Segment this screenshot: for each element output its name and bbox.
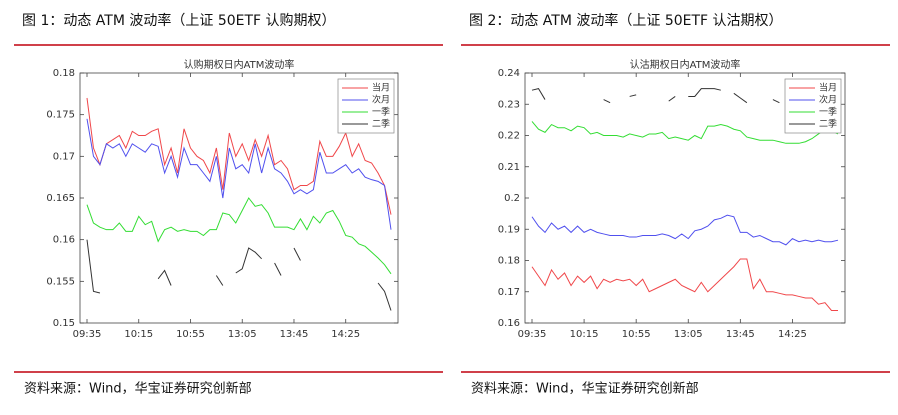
x-tick-label: 10:55 — [622, 329, 651, 340]
series-line — [86, 97, 392, 215]
legend-label: 次月 — [819, 94, 837, 106]
x-tick-label: 14:25 — [778, 329, 807, 340]
legend-label: 一季 — [819, 106, 837, 118]
y-tick-label: 0.22 — [498, 131, 520, 142]
legend-label: 二季 — [819, 118, 837, 130]
y-tick-label: 0.24 — [498, 68, 520, 79]
y-tick-label: 0.15 — [53, 318, 75, 329]
x-tick-label: 10:55 — [176, 329, 205, 340]
x-tick-label: 13:45 — [280, 329, 309, 340]
series-line — [531, 88, 780, 104]
y-tick-label: 0.16 — [53, 235, 75, 246]
x-tick-label: 13:05 — [228, 329, 257, 340]
x-tick-label: 10:15 — [570, 329, 599, 340]
series-line — [531, 258, 838, 311]
legend-label: 当月 — [372, 82, 390, 94]
plot-title: 认购期权日内ATM波动率 — [184, 58, 295, 71]
panel-title: 图 2：动态 ATM 波动率（上证 50ETF 认沽期权） — [469, 12, 783, 29]
y-tick-label: 0.165 — [46, 193, 75, 204]
y-tick-label: 0.23 — [498, 99, 520, 110]
series-line — [86, 118, 392, 230]
x-tick-label: 10:15 — [124, 329, 153, 340]
series-line — [86, 239, 392, 311]
x-tick-label: 13:05 — [674, 329, 703, 340]
series-line — [531, 214, 839, 246]
y-tick-label: 0.18 — [53, 68, 75, 79]
y-tick-label: 0.2 — [504, 193, 520, 204]
series-line — [531, 121, 839, 144]
legend-label: 一季 — [372, 106, 390, 118]
x-tick-label: 13:45 — [726, 329, 755, 340]
legend-label: 二季 — [372, 118, 390, 130]
source-note: 资料来源：Wind，华宝证券研究创新部 — [24, 381, 252, 397]
x-tick-label: 09:35 — [518, 329, 547, 340]
legend-label: 当月 — [819, 82, 837, 94]
y-tick-label: 0.17 — [53, 151, 75, 162]
series-line — [86, 197, 392, 275]
x-tick-label: 09:35 — [73, 329, 102, 340]
source-note: 资料来源：Wind，华宝证券研究创新部 — [471, 381, 699, 397]
y-tick-label: 0.18 — [498, 256, 520, 267]
x-tick-label: 14:25 — [331, 329, 360, 340]
y-tick-label: 0.17 — [498, 287, 520, 298]
plot-title: 认沽期权日内ATM波动率 — [630, 58, 741, 71]
y-tick-label: 0.175 — [46, 110, 75, 121]
legend-label: 次月 — [372, 94, 390, 106]
y-tick-label: 0.155 — [46, 276, 75, 287]
panel-title: 图 1：动态 ATM 波动率（上证 50ETF 认购期权） — [22, 12, 336, 29]
y-tick-label: 0.19 — [498, 224, 520, 235]
y-tick-label: 0.16 — [498, 318, 520, 329]
y-tick-label: 0.21 — [498, 162, 520, 173]
